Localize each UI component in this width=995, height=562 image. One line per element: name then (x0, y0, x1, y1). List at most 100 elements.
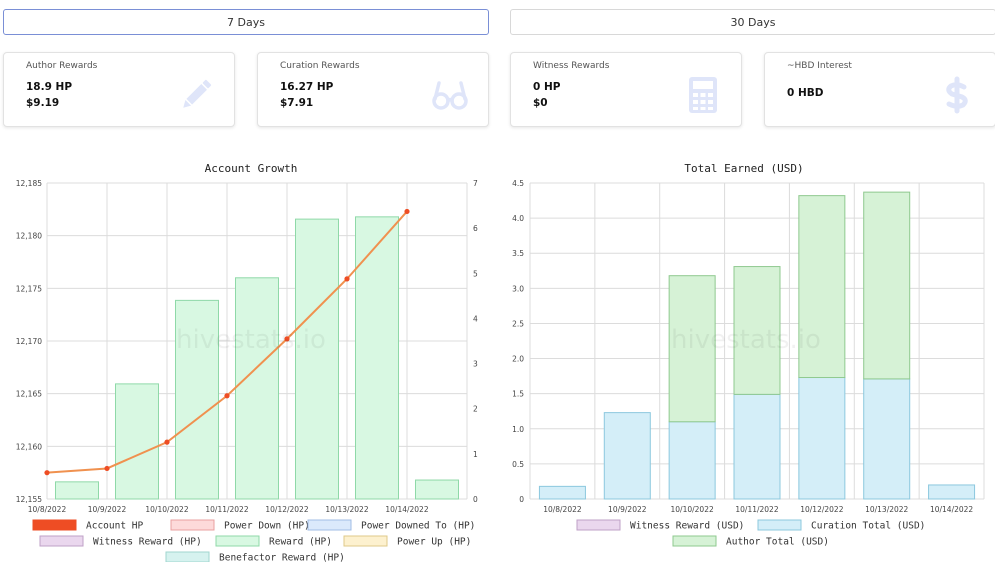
y-tick-label: 1.5 (512, 390, 524, 399)
y-left-tick-label: 12,160 (16, 442, 42, 451)
y-left-tick-label: 12,185 (16, 179, 42, 188)
glasses-icon (432, 81, 468, 110)
legend-label: Curation Total (USD) (811, 521, 925, 532)
card-label: Witness Rewards (533, 61, 610, 71)
y-tick-label: 0.5 (512, 460, 524, 469)
account-hp-point (284, 336, 290, 342)
author-bar (798, 195, 846, 379)
y-right-tick-label: 6 (473, 224, 478, 233)
y-tick-label: 4.5 (512, 179, 524, 188)
author-bar (668, 275, 716, 423)
legend-swatch (215, 535, 260, 547)
author-rewards-card: Author Rewards 18.9 HP $9.19 (3, 52, 235, 127)
card-value-hbd: 0 HBD (787, 87, 824, 99)
legend-swatch (757, 519, 802, 531)
reward-bar (415, 479, 459, 500)
account-hp-point (344, 276, 350, 282)
dollar-icon (946, 76, 968, 114)
x-tick-label: 10/10/2022 (671, 505, 714, 514)
legend-label: Power Up (HP) (397, 537, 471, 548)
chart-title: Total Earned (USD) (684, 162, 803, 175)
y-tick-label: 2.0 (512, 355, 524, 364)
card-value-usd: $0 (533, 97, 548, 109)
x-tick-label: 10/11/2022 (205, 505, 248, 514)
x-tick-label: 10/14/2022 (385, 505, 428, 514)
legend-swatch (39, 535, 84, 547)
hbd-interest-card: ~HBD Interest 0 HBD (764, 52, 995, 127)
legend-swatch (170, 519, 215, 531)
x-tick-label: 10/8/2022 (543, 505, 582, 514)
y-right-tick-label: 5 (473, 269, 478, 278)
tab-7-days[interactable]: 7 Days (3, 9, 489, 35)
card-label: Author Rewards (26, 61, 98, 71)
y-right-tick-label: 3 (473, 360, 478, 369)
legend-label: Account HP (86, 521, 143, 532)
y-tick-label: 3.5 (512, 249, 524, 258)
legend-label: Author Total (USD) (726, 537, 829, 548)
legend-label: Power Downed To (HP) (361, 521, 475, 532)
y-right-tick-label: 1 (473, 450, 478, 459)
curation-bar (928, 484, 976, 500)
y-right-tick-label: 2 (473, 405, 478, 414)
curation-bar (538, 485, 586, 500)
calculator-icon (689, 77, 717, 113)
witness-rewards-card: Witness Rewards 0 HP $0 (510, 52, 742, 127)
account-hp-point (164, 439, 170, 445)
card-value-usd: $9.19 (26, 97, 60, 109)
reward-bar (355, 216, 399, 500)
chart-title: Account Growth (205, 162, 298, 175)
y-left-tick-label: 12,170 (16, 337, 42, 346)
y-left-tick-label: 12,165 (16, 390, 42, 399)
author-bar (863, 191, 911, 380)
legend-swatch (672, 535, 717, 547)
x-tick-label: 10/12/2022 (265, 505, 308, 514)
y-tick-label: 2.5 (512, 319, 524, 328)
reward-bar (175, 299, 219, 500)
y-tick-label: 3.0 (512, 284, 524, 293)
curation-bar (733, 393, 781, 500)
legend-swatch (165, 551, 210, 562)
author-bar (733, 266, 781, 395)
card-value-usd: $7.91 (280, 97, 314, 109)
card-label: ~HBD Interest (787, 61, 852, 71)
watermark: hivestats.io (671, 325, 821, 355)
pencil-icon (183, 79, 212, 108)
x-tick-label: 10/9/2022 (88, 505, 127, 514)
card-label: Curation Rewards (280, 61, 360, 71)
watermark: hivestats.io (176, 325, 326, 355)
account-hp-point (404, 208, 410, 215)
total-earned-svg: Total Earned (USD) 4.5 4.0 3.5 3.0 2.5 2.0 1.5… (512, 162, 985, 548)
y-right-tick-label: 0 (473, 495, 478, 504)
legend-label: Power Down (HP) (224, 521, 310, 532)
total-earned-chart: Total Earned (USD) 4.5 4.0 3.5 3.0 2.5 2.0 1.5… (505, 150, 995, 562)
reward-bar (55, 481, 99, 500)
x-tick-label: 10/8/2022 (28, 505, 67, 514)
legend-label: Reward (HP) (269, 537, 332, 548)
legend-swatch (576, 519, 621, 531)
y-right-tick-label: 4 (473, 314, 478, 323)
y-left-tick-label: 12,175 (16, 284, 42, 293)
x-tick-label: 10/9/2022 (608, 505, 647, 514)
reward-bar (235, 277, 279, 500)
reward-bar (115, 383, 159, 500)
legend-label: Benefactor Reward (HP) (219, 553, 345, 562)
account-hp-point (104, 465, 110, 472)
curation-rewards-card: Curation Rewards 16.27 HP $7.91 (257, 52, 489, 127)
tab-30-days[interactable]: 30 Days (510, 9, 995, 35)
card-value-hp: 18.9 HP (26, 81, 73, 93)
curation-bar (863, 378, 911, 500)
x-tick-label: 10/13/2022 (325, 505, 368, 514)
reward-bar (295, 218, 339, 500)
legend-swatch (307, 519, 352, 531)
account-hp-point (44, 470, 50, 476)
y-tick-label: 0 (519, 495, 524, 504)
card-value-hp: 16.27 HP (280, 81, 334, 93)
y-left-tick-label: 12,180 (16, 232, 42, 241)
account-hp-point (224, 393, 230, 399)
x-tick-label: 10/11/2022 (735, 505, 778, 514)
curation-bar (798, 377, 846, 500)
y-tick-label: 1.0 (512, 425, 524, 434)
legend-label: Witness Reward (USD) (630, 521, 744, 532)
y-tick-label: 4.0 (512, 214, 524, 223)
y-left-tick-label: 12,155 (16, 495, 42, 504)
